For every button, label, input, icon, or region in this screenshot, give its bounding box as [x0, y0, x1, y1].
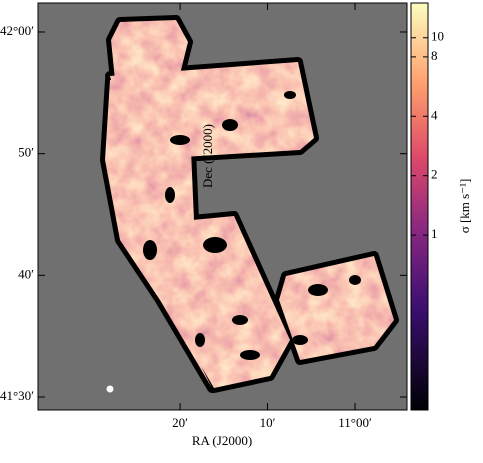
- colorbar-tick-label: 8: [431, 48, 438, 63]
- xlabel: RA (J2000): [192, 433, 252, 448]
- colorbar: [410, 2, 429, 411]
- colorbar-tick-label: 1: [431, 226, 438, 241]
- colorbar-tick-label: 2: [431, 167, 438, 182]
- y-tick-label: 50′: [18, 145, 34, 160]
- y-tick-label: 40′: [18, 266, 34, 281]
- y-tick-label: +42°00′: [0, 23, 34, 38]
- colorbar-label: σ [km s⁻¹]: [457, 179, 472, 234]
- sky-map: [37, 2, 408, 411]
- colorbar-tick-label: 10: [431, 29, 444, 44]
- beam: [106, 385, 114, 393]
- x-tick-label: 20′: [172, 415, 188, 430]
- x-tick-label: 10′: [260, 415, 276, 430]
- frame: [37, 2, 408, 411]
- x-tick-label: 11°00′: [338, 415, 372, 430]
- colorbar-tick-label: 4: [431, 107, 438, 122]
- y-tick-label: +41°30′: [0, 388, 34, 403]
- ylabel: Dec (J2000): [200, 124, 215, 188]
